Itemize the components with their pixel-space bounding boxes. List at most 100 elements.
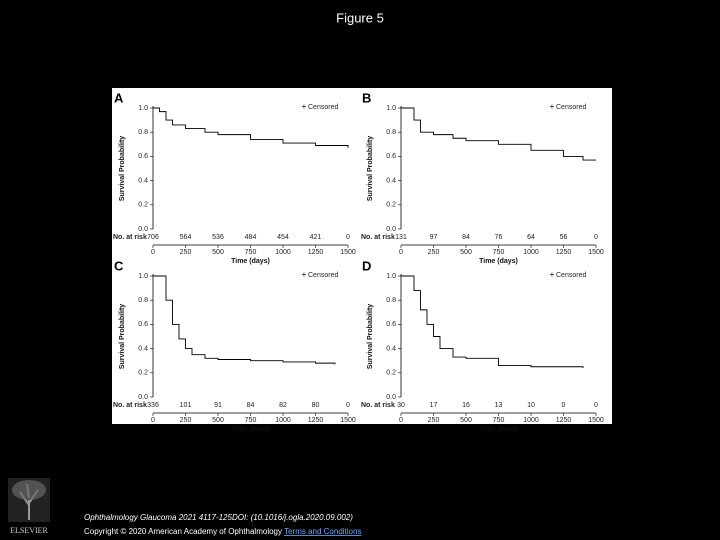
x-tick-label: 1500	[588, 417, 604, 424]
x-axis-label: Time (days)	[479, 258, 518, 265]
y-tick-label: 0.6	[386, 321, 396, 328]
survival-curve	[401, 107, 596, 161]
y-tick-label: 0.6	[386, 153, 396, 160]
copyright-text: Copyright © 2020 American Academy of Oph…	[84, 527, 282, 536]
y-tick-label: 1.0	[386, 105, 396, 112]
at-risk-value: 97	[430, 234, 438, 241]
at-risk-value: 10	[527, 402, 535, 409]
x-axis-label: Time (days)	[231, 426, 270, 433]
x-tick-label: 1000	[523, 249, 539, 256]
panel-label: C	[114, 258, 124, 273]
y-tick-label: 0.0	[386, 226, 396, 233]
at-risk-value: 56	[560, 234, 568, 241]
legend-symbol: +	[550, 270, 555, 279]
logo-crown	[12, 480, 46, 500]
x-tick-label: 500	[460, 249, 472, 256]
x-tick-label: 750	[245, 249, 257, 256]
y-tick-label: 0.8	[138, 129, 148, 136]
at-risk-value: 0	[594, 402, 598, 409]
x-tick-label: 250	[428, 249, 440, 256]
at-risk-value: 706	[147, 234, 159, 241]
at-risk-value: 91	[214, 402, 222, 409]
at-risk-value: 0	[562, 402, 566, 409]
y-tick-label: 0.4	[386, 345, 396, 352]
survival-curve	[153, 275, 336, 365]
panel-label: B	[362, 90, 371, 105]
x-tick-label: 500	[212, 417, 224, 424]
legend-symbol: +	[302, 270, 307, 279]
x-tick-label: 1250	[308, 417, 324, 424]
x-tick-label: 1500	[340, 249, 356, 256]
x-tick-label: 1500	[588, 249, 604, 256]
at-risk-value: 64	[527, 234, 535, 241]
at-risk-value: 454	[277, 234, 289, 241]
y-tick-label: 0.2	[138, 202, 148, 209]
terms-link[interactable]: Terms and Conditions	[284, 527, 361, 536]
y-axis-label: Survival Probability	[119, 136, 126, 201]
y-tick-label: 0.6	[138, 153, 148, 160]
at-risk-label: No. at risk	[361, 402, 395, 409]
x-axis-label: Time (days)	[231, 258, 270, 265]
at-risk-value: 84	[247, 402, 255, 409]
legend-entry: Censored	[556, 104, 586, 111]
x-tick-label: 1500	[340, 417, 356, 424]
x-tick-label: 1000	[523, 417, 539, 424]
x-tick-label: 500	[460, 417, 472, 424]
legend-entry: Censored	[308, 272, 338, 279]
at-risk-value: 131	[395, 234, 407, 241]
x-tick-label: 750	[245, 417, 257, 424]
x-tick-label: 0	[151, 417, 155, 424]
at-risk-value: 16	[462, 402, 470, 409]
at-risk-value: 564	[180, 234, 192, 241]
at-risk-value: 13	[495, 402, 503, 409]
legend-symbol: +	[302, 102, 307, 111]
citation: Ophthalmology Glaucoma 2021 4117-125DOI:…	[84, 513, 353, 522]
y-axis-label: Survival Probability	[367, 136, 374, 201]
legend-entry: Censored	[556, 272, 586, 279]
survival-curve	[153, 107, 349, 148]
at-risk-value: 0	[594, 234, 598, 241]
slide-title: Figure 5	[336, 10, 384, 25]
x-tick-label: 1250	[308, 249, 324, 256]
logo-text: ELSEVIER	[10, 526, 48, 535]
at-risk-value: 536	[212, 234, 224, 241]
x-tick-label: 1000	[275, 249, 291, 256]
x-tick-label: 250	[180, 249, 192, 256]
survival-curve	[401, 275, 584, 368]
y-tick-label: 1.0	[386, 273, 396, 280]
y-tick-label: 0.0	[138, 394, 148, 401]
panel-label: A	[114, 90, 124, 105]
y-tick-label: 0.2	[138, 370, 148, 377]
at-risk-value: 30	[397, 402, 405, 409]
at-risk-value: 76	[495, 234, 503, 241]
y-tick-label: 0.8	[138, 297, 148, 304]
y-tick-label: 0.6	[138, 321, 148, 328]
y-tick-label: 0.4	[138, 345, 148, 352]
x-tick-label: 250	[428, 417, 440, 424]
x-tick-label: 1250	[556, 249, 572, 256]
y-axis-label: Survival Probability	[119, 304, 126, 369]
at-risk-value: 336	[147, 402, 159, 409]
at-risk-label: No. at risk	[361, 234, 395, 241]
y-tick-label: 0.8	[386, 297, 396, 304]
x-tick-label: 750	[493, 417, 505, 424]
at-risk-value: 82	[279, 402, 287, 409]
at-risk-value: 84	[462, 234, 470, 241]
x-tick-label: 1250	[556, 417, 572, 424]
y-tick-label: 1.0	[138, 273, 148, 280]
y-tick-label: 1.0	[138, 105, 148, 112]
x-tick-label: 0	[151, 249, 155, 256]
at-risk-value: 421	[310, 234, 322, 241]
y-tick-label: 0.4	[138, 177, 148, 184]
y-tick-label: 0.2	[386, 202, 396, 209]
at-risk-value: 0	[346, 402, 350, 409]
at-risk-value: 17	[430, 402, 438, 409]
y-axis-label: Survival Probability	[367, 304, 374, 369]
y-tick-label: 0.2	[386, 370, 396, 377]
y-tick-label: 0.0	[386, 394, 396, 401]
at-risk-value: 0	[346, 234, 350, 241]
x-tick-label: 250	[180, 417, 192, 424]
y-tick-label: 0.0	[138, 226, 148, 233]
